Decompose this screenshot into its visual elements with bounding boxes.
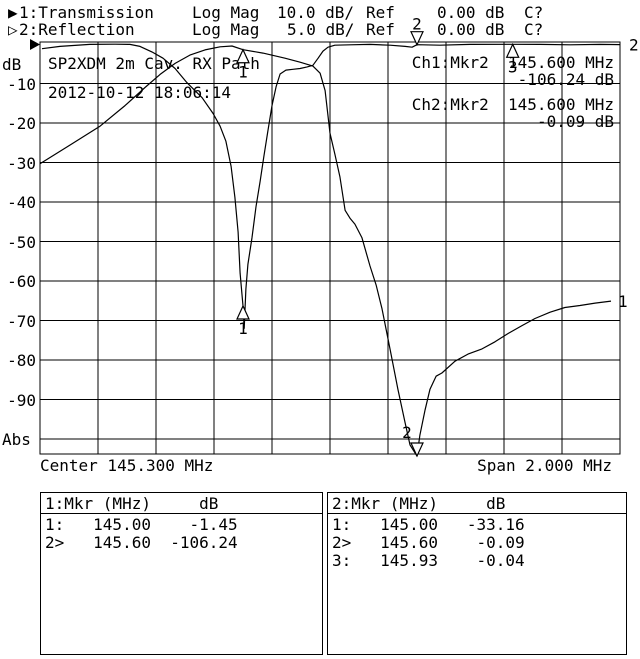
- y-tick-label: -70: [7, 311, 36, 331]
- marker-table-ch1-header-text: 1:Mkr (MHz) dB: [45, 494, 219, 513]
- trace1-label: 1:Transmission: [19, 3, 154, 22]
- trace1-scale: 10.0 dB/: [277, 3, 355, 22]
- trace2-format: Log Mag: [192, 20, 260, 39]
- trace2-ref-label: Ref: [366, 20, 395, 39]
- trace2-scale: 5.0 dB/: [287, 20, 355, 39]
- marker-table-ch2-rows: 1: 145.00 -33.16 2> 145.60 -0.09 3: 145.…: [328, 514, 626, 570]
- y-tick-label: -40: [7, 193, 36, 212]
- ch2-marker-readout-value: -0.09 dB: [536, 112, 614, 131]
- trace1-cal-status: C?: [524, 3, 544, 22]
- trace2-label: 2:Reflection: [19, 20, 135, 39]
- trace1-ref-label: Ref: [366, 3, 395, 22]
- marker-1-ch2-symbol-icon: [236, 304, 250, 320]
- trace-transmission: [39, 45, 612, 457]
- marker-table-ch1-header: 1:Mkr (MHz) dB: [41, 493, 322, 514]
- x-axis-span-label: Span 2.000 MHz: [477, 456, 612, 475]
- trace1-format: Log Mag: [192, 3, 260, 22]
- trace-reflection: [41, 43, 621, 329]
- marker-table-ch2-header: 2:Mkr (MHz) dB: [328, 493, 626, 514]
- marker-2-ch2-label: 2: [412, 15, 422, 34]
- marker-table-ch1-rows: 1: 145.00 -1.45 2> 145.60 -106.24: [41, 514, 322, 552]
- trace-end-label: 2: [629, 36, 639, 55]
- y-tick-label: -10: [7, 74, 36, 94]
- y-tick-label: -60: [7, 272, 36, 291]
- marker-2-ch1-label: 2: [402, 423, 412, 442]
- ch1-marker-readout-freq: Ch1:Mkr2 145.600 MHz: [411, 53, 614, 72]
- marker-2-ch2-symbol-icon: [410, 31, 424, 47]
- y-axis-abs-label: Abs: [2, 430, 31, 449]
- graph-title: SP2XDM 2m Cav. RX Path: [48, 54, 260, 73]
- y-tick-label: -80: [7, 351, 36, 370]
- marker-1-ch2-label: 1: [238, 319, 248, 338]
- trace1-ref-value: 0.00 dB: [437, 3, 505, 22]
- marker-1-ch1-label: 1: [238, 63, 248, 82]
- trace1-active-arrow-icon: ▶: [8, 3, 18, 22]
- marker-table-ch2-header-text: 2:Mkr (MHz) dB: [332, 494, 506, 513]
- ref-level-arrow-icon: [30, 39, 40, 50]
- marker-table-ch1-rows-text: 1: 145.00 -1.45 2> 145.60 -106.24: [45, 515, 238, 552]
- y-tick-label: -30: [7, 153, 36, 173]
- marker-1-ch1-symbol-icon: [236, 48, 250, 64]
- trace-end-label: 1: [618, 292, 628, 311]
- y-tick-label: -90: [7, 390, 36, 410]
- ch2-marker-readout-freq: Ch2:Mkr2 145.600 MHz: [411, 95, 614, 114]
- x-axis-center-label: Center 145.300 MHz: [40, 456, 214, 475]
- graph-timestamp: 2012-10-12 18:06:14: [48, 83, 232, 102]
- trace2-header-line: ▷ 2:Reflection Log Mag 5.0 dB/ Ref 0.00 …: [0, 21, 640, 38]
- trace2-ref-value: 0.00 dB: [437, 20, 505, 39]
- marker-2-ch1-symbol-icon: [410, 442, 424, 458]
- trace2-cal-status: C?: [524, 20, 544, 39]
- y-tick-label: -50: [7, 232, 36, 252]
- y-axis-unit-label: dB: [2, 55, 22, 74]
- y-tick-label: -20: [7, 114, 36, 133]
- marker-3-ch2-symbol-icon: [505, 42, 520, 58]
- measurement-plot: 1 2 1 2 1 2 3: [30, 15, 639, 458]
- marker-table-ch2: 2:Mkr (MHz) dB 1: 145.00 -33.16 2> 145.6…: [327, 492, 627, 655]
- trace1-header-line: ▶ 1:Transmission Log Mag 10.0 dB/ Ref 0.…: [0, 4, 640, 21]
- marker-3-ch2-label: 3: [508, 57, 518, 76]
- trace2-inactive-arrow-icon: ▷: [8, 20, 18, 39]
- marker-table-ch2-rows-text: 1: 145.00 -33.16 2> 145.60 -0.09 3: 145.…: [332, 515, 525, 570]
- marker-table-ch1: 1:Mkr (MHz) dB 1: 145.00 -1.45 2> 145.60…: [40, 492, 323, 655]
